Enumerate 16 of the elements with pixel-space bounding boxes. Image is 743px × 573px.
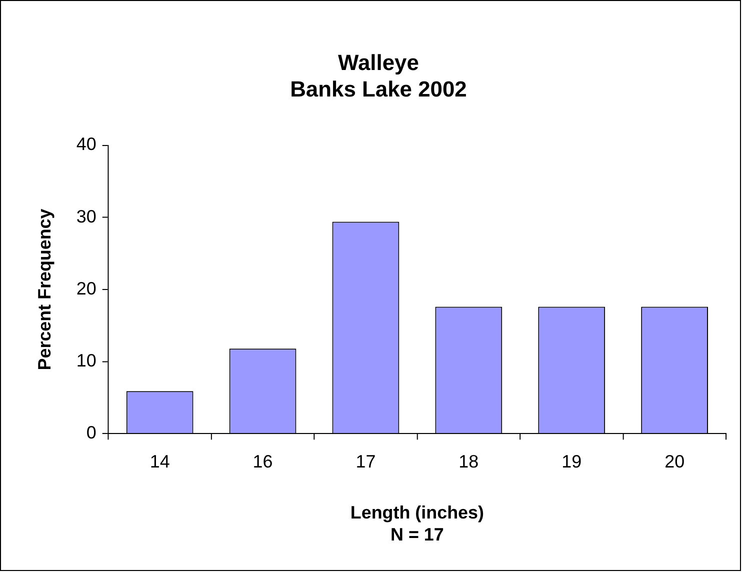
y-tick-label: 10 (76, 350, 96, 371)
text: Walleye (338, 50, 419, 76)
y-axis-title: Percent Frequency (34, 208, 55, 370)
y-tick-label: 0 (86, 422, 96, 443)
y-tick-label: 20 (76, 278, 96, 298)
x-tick-label: 19 (562, 451, 582, 472)
y-tick-label: 30 (76, 206, 96, 226)
x-tick-label: 17 (356, 451, 376, 472)
text: Banks Lake 2002 (290, 76, 467, 102)
x-tick-label: 14 (150, 451, 170, 472)
x-tick-label: 18 (458, 451, 479, 472)
x-axis-title: Length (inches) (350, 502, 484, 523)
text: N = 17 (390, 524, 444, 544)
y-tick-label: 40 (76, 134, 96, 154)
x-tick-label: 20 (664, 451, 685, 472)
x-tick-label: 16 (252, 451, 273, 472)
